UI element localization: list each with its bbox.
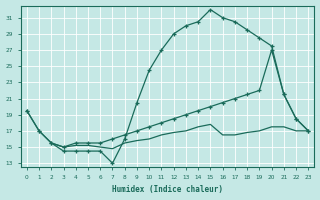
- X-axis label: Humidex (Indice chaleur): Humidex (Indice chaleur): [112, 185, 223, 194]
